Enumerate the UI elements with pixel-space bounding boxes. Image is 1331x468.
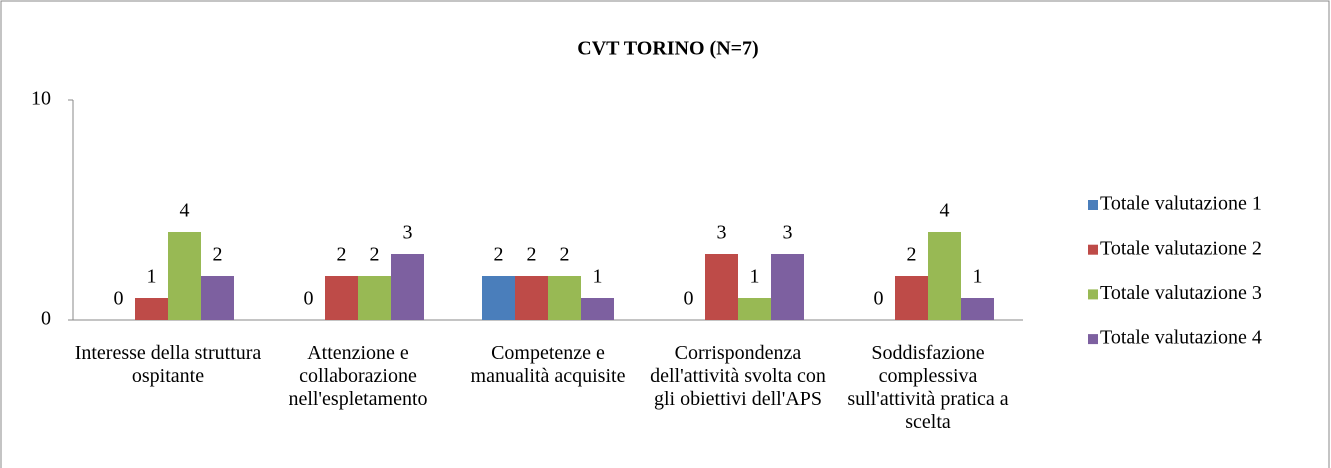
value-label: 3 (783, 222, 793, 244)
legend-label: Totale valutazione 4 (1100, 327, 1262, 349)
bar (135, 298, 168, 320)
bar (705, 254, 738, 320)
value-label: 3 (717, 222, 727, 244)
legend-swatch (1088, 334, 1098, 345)
value-label: 1 (973, 266, 983, 288)
value-label: 2 (370, 244, 380, 266)
bar (738, 298, 771, 320)
legend-label: Totale valutazione 3 (1100, 282, 1262, 304)
legend-swatch (1088, 289, 1098, 300)
x-tick-label: Soddisfazione complessiva sull'attività … (847, 342, 1009, 433)
legend-swatch (1088, 244, 1098, 255)
value-label: 2 (907, 244, 917, 266)
value-label: 0 (874, 288, 884, 310)
bar (895, 276, 928, 320)
bar (771, 254, 804, 320)
legend-swatch (1088, 200, 1098, 210)
legend-label: Totale valutazione 2 (1100, 237, 1262, 259)
value-label: 1 (147, 266, 157, 288)
value-label: 0 (304, 288, 314, 310)
y-tick-label: 10 (31, 88, 51, 110)
chart-title: CVT TORINO (N=7) (577, 38, 758, 60)
bar (391, 254, 424, 320)
x-tick-label: Attenzione e collaborazione nell'espleta… (288, 342, 428, 410)
bar (325, 276, 358, 320)
value-label: 0 (114, 288, 124, 310)
value-label: 2 (213, 244, 223, 266)
bar (581, 298, 614, 320)
x-tick-label: Competenze e manualità acquisite (470, 342, 626, 387)
legend-label: Totale valutazione 1 (1100, 193, 1262, 215)
value-label: 2 (527, 244, 537, 266)
bar (548, 276, 581, 320)
bar (482, 276, 515, 320)
bar (515, 276, 548, 320)
bar (201, 276, 234, 320)
bar (358, 276, 391, 320)
bar (961, 298, 994, 320)
x-tick-label: Interesse della struttura ospitante (74, 342, 262, 387)
y-tick-label: 0 (41, 308, 51, 330)
value-label: 1 (750, 266, 760, 288)
value-label: 2 (560, 244, 570, 266)
bar (928, 232, 961, 320)
value-label: 4 (940, 200, 950, 222)
value-label: 2 (337, 244, 347, 266)
bar (168, 232, 201, 320)
value-label: 1 (593, 266, 603, 288)
value-label: 4 (180, 200, 190, 222)
value-label: 3 (403, 222, 413, 244)
value-label: 0 (684, 288, 694, 310)
x-tick-label: Corrispondenza dell'attività svolta con … (650, 342, 826, 410)
value-label: 2 (494, 244, 504, 266)
